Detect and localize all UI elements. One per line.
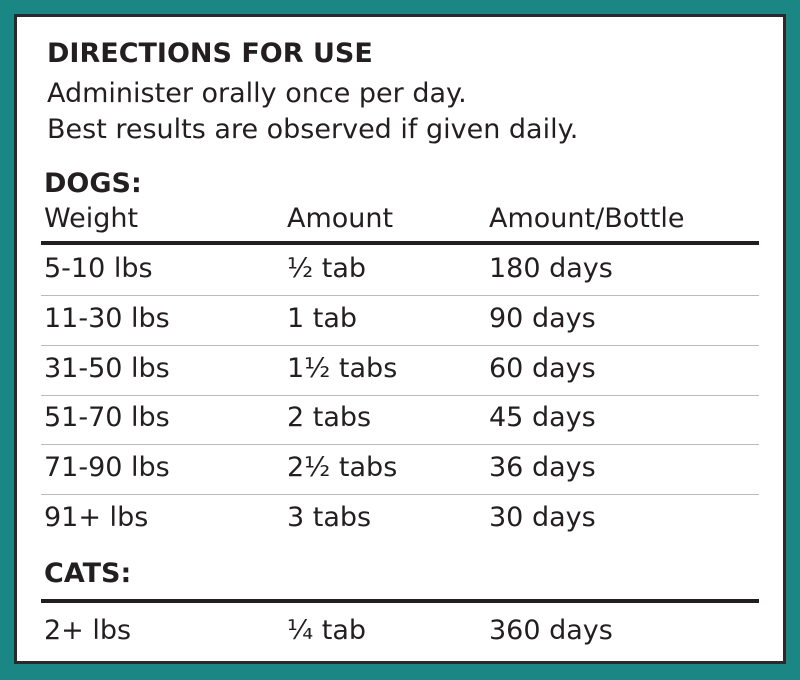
cell: 2+ lbs xyxy=(44,615,132,646)
column-header: Weight xyxy=(44,203,139,234)
cell: 180 days xyxy=(489,253,613,284)
title: DIRECTIONS FOR USE xyxy=(47,38,373,69)
cell: 30 days xyxy=(489,502,596,533)
instruction: Administer orally once per day. xyxy=(47,78,467,109)
cell: 51-70 lbs xyxy=(44,402,170,434)
cell: 360 days xyxy=(489,615,613,646)
cell: 36 days xyxy=(489,452,596,484)
cell: 2 tabs xyxy=(287,402,372,434)
row-divider xyxy=(41,494,759,496)
row-divider xyxy=(41,295,759,296)
cell: 31-50 lbs xyxy=(44,352,170,384)
rule xyxy=(41,241,759,245)
cell: 1½ tabs xyxy=(287,352,398,384)
cell: 91+ lbs xyxy=(44,502,149,533)
cell: 5-10 lbs xyxy=(44,253,153,284)
section-label: CATS: xyxy=(44,558,132,589)
directions-panel: DIRECTIONS FOR USE Administer orally onc… xyxy=(14,14,786,664)
cell: ½ tab xyxy=(287,253,367,284)
cell: 60 days xyxy=(489,352,596,384)
cell: 11-30 lbs xyxy=(44,302,170,334)
cell: 3 tabs xyxy=(287,502,372,533)
cell: 71-90 lbs xyxy=(44,452,170,484)
cell: 90 days xyxy=(489,302,596,334)
cell: 1 tab xyxy=(287,302,358,334)
row-divider xyxy=(41,344,759,346)
cell: 2½ tabs xyxy=(287,452,398,484)
cell: ¼ tab xyxy=(287,615,367,646)
cell: 45 days xyxy=(489,402,596,434)
rule xyxy=(41,599,759,603)
section-label: DOGS: xyxy=(44,168,142,199)
row-divider xyxy=(41,394,759,396)
column-header: Amount/Bottle xyxy=(489,203,685,234)
row-divider xyxy=(41,444,759,446)
instruction: Best results are observed if given daily… xyxy=(47,114,579,145)
column-header: Amount xyxy=(287,203,394,234)
